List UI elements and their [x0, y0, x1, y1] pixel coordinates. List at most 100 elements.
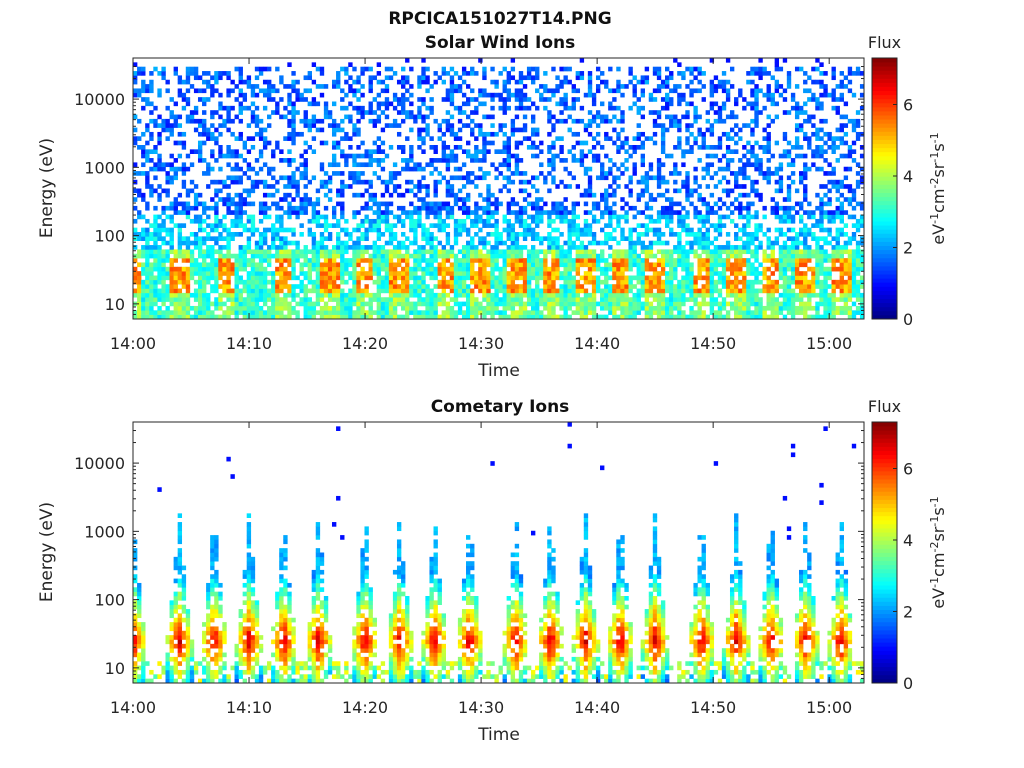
- heatmap-cell: [746, 162, 751, 168]
- heatmap-cell: [429, 301, 434, 307]
- heatmap-cell: [656, 227, 662, 233]
- heatmap-cell: [380, 79, 386, 85]
- heatmap-cell: [303, 192, 308, 198]
- heatmap-cell: [275, 110, 280, 115]
- heatmap-cell: [522, 258, 528, 263]
- heatmap-cell: [388, 123, 394, 128]
- heatmap-cell: [230, 166, 235, 172]
- heatmap-cell: [482, 297, 487, 302]
- heatmap-cell: [145, 232, 150, 237]
- heatmap-cell: [267, 227, 272, 233]
- heatmap-cell: [632, 214, 637, 220]
- heatmap-cell: [656, 88, 662, 94]
- heatmap-cell: [498, 301, 503, 307]
- heatmap-cell: [754, 245, 759, 250]
- heatmap-cell: [311, 301, 317, 307]
- heatmap-cell: [478, 166, 483, 172]
- heatmap-cell: [510, 262, 516, 268]
- heatmap-cell: [494, 166, 499, 172]
- heatmap-cell: [530, 262, 536, 268]
- heatmap-cell: [157, 131, 162, 137]
- heatmap-cell: [149, 266, 154, 272]
- heatmap-cell: [754, 253, 759, 259]
- heatmap-cell: [401, 166, 406, 172]
- heatmap-cell: [189, 253, 195, 259]
- heatmap-cell: [526, 179, 532, 185]
- heatmap-cell: [315, 210, 321, 215]
- heatmap-cell: [417, 249, 422, 255]
- heatmap-cell: [287, 136, 292, 141]
- heatmap-cell: [514, 253, 520, 259]
- heatmap-cell: [218, 232, 223, 237]
- heatmap-cell: [206, 205, 211, 211]
- heatmap-cell: [705, 184, 710, 189]
- heatmap-cell: [340, 205, 345, 211]
- heatmap-cell: [461, 223, 467, 228]
- heatmap-cell: [681, 262, 686, 268]
- heatmap-cell: [591, 305, 597, 311]
- heatmap-cell: [673, 123, 678, 128]
- heatmap-cell: [766, 305, 771, 311]
- heatmap-cell: [413, 166, 418, 172]
- heatmap-cell: [376, 175, 382, 181]
- heatmap-cell: [279, 158, 284, 163]
- heatmap-cell: [466, 271, 471, 276]
- heatmap-cell: [396, 214, 402, 220]
- heatmap-cell: [429, 97, 434, 102]
- heatmap-cell: [258, 118, 264, 124]
- heatmap-cell: [498, 171, 503, 176]
- heatmap-cell: [348, 258, 353, 263]
- heatmap-cell: [336, 218, 341, 224]
- heatmap-cell: [189, 149, 195, 154]
- heatmap-cell: [466, 305, 471, 311]
- heatmap-cell: [177, 75, 183, 81]
- heatmap-cell: [510, 301, 516, 307]
- heatmap-cell: [417, 79, 422, 85]
- heatmap-cell: [624, 292, 629, 298]
- heatmap-cell: [466, 310, 471, 315]
- heatmap-cell: [421, 127, 426, 133]
- heatmap-cell: [701, 201, 706, 207]
- heatmap-cell: [632, 245, 637, 250]
- heatmap-cell: [547, 288, 552, 294]
- heatmap-cell: [226, 271, 231, 276]
- heatmap-cell: [218, 284, 223, 289]
- heatmap-cell: [287, 314, 292, 320]
- heatmap-cell: [640, 275, 645, 281]
- heatmap-cell: [474, 249, 479, 255]
- heatmap-cell: [559, 179, 564, 185]
- heatmap-cell: [340, 105, 345, 111]
- heatmap-cell: [299, 284, 304, 289]
- heatmap-cell: [303, 166, 308, 172]
- heatmap-cell: [522, 232, 528, 237]
- heatmap-cell: [693, 114, 698, 120]
- heatmap-cell: [421, 310, 426, 315]
- heatmap-cell: [145, 262, 150, 268]
- heatmap-cell: [177, 301, 183, 307]
- heatmap-cell: [360, 162, 365, 168]
- heatmap-cell: [218, 114, 223, 120]
- heatmap-cell: [210, 266, 215, 272]
- heatmap-cell: [384, 179, 390, 185]
- heatmap-cell: [506, 71, 511, 76]
- heatmap-cell: [628, 105, 633, 111]
- heatmap-cell: [559, 314, 564, 320]
- heatmap-cell: [421, 275, 426, 281]
- heatmap-cell: [734, 179, 739, 185]
- heatmap-cell: [693, 66, 698, 72]
- heatmap-cell: [734, 305, 739, 311]
- heatmap-cell: [746, 218, 751, 224]
- heatmap-cell: [697, 305, 702, 311]
- heatmap-cell: [157, 262, 162, 268]
- heatmap-cell: [169, 153, 174, 159]
- heatmap-cell: [185, 288, 191, 294]
- heatmap-cell: [742, 275, 747, 281]
- heatmap-cell: [262, 249, 268, 255]
- heatmap-cell: [547, 114, 552, 120]
- heatmap-cell: [238, 153, 243, 159]
- heatmap-cell: [518, 249, 524, 255]
- heatmap-cell: [604, 79, 609, 85]
- heatmap-cell: [291, 171, 296, 176]
- heatmap-cell: [543, 275, 548, 281]
- heatmap-cell: [214, 236, 219, 241]
